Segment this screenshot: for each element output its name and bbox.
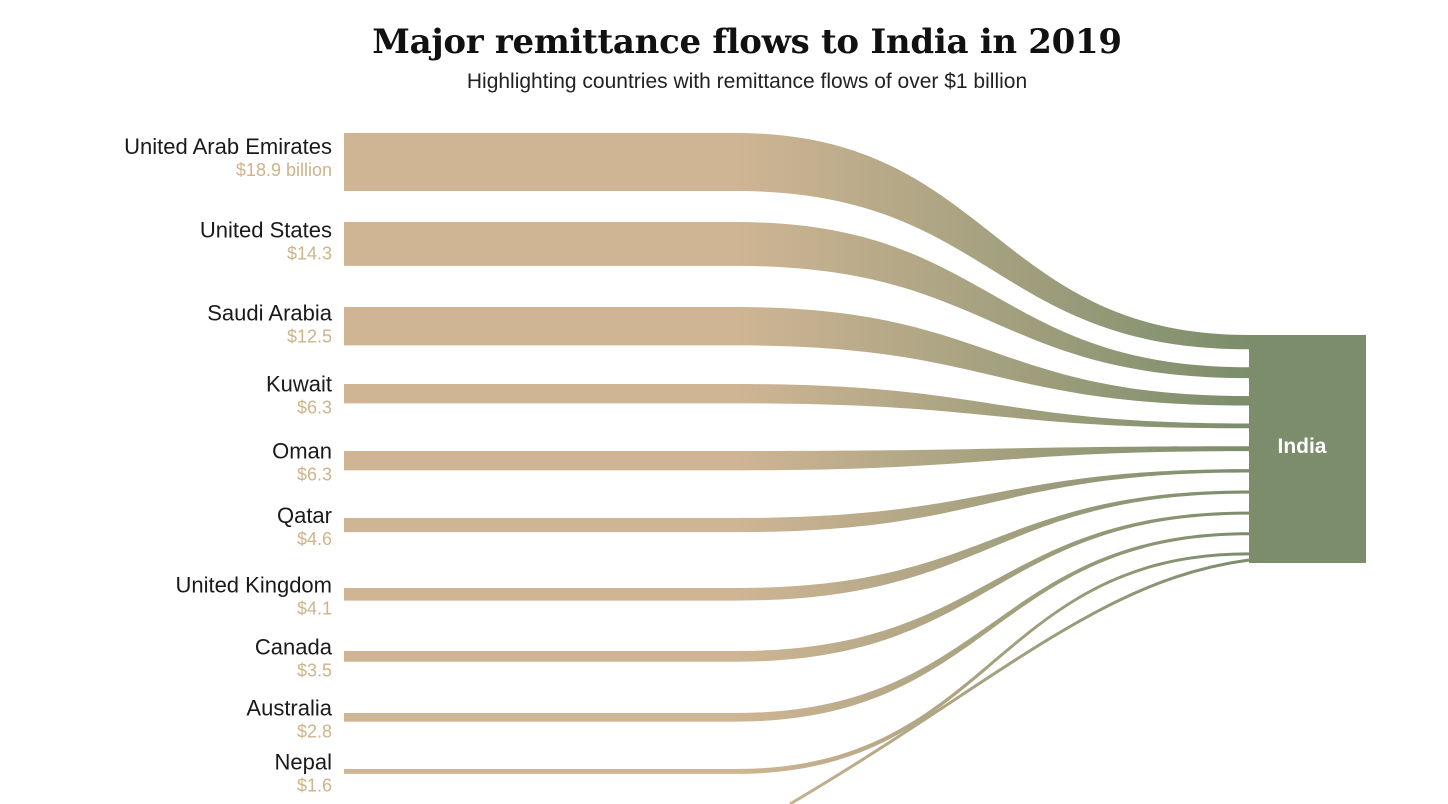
flow-group [344, 133, 1250, 804]
source-name-label: Kuwait [266, 372, 332, 397]
source-value-label: $2.8 [297, 721, 332, 741]
flow-qatar[interactable] [344, 469, 1249, 533]
source-value-label: $18.9 billion [236, 160, 332, 180]
source-value-label: $14.3 [287, 244, 332, 264]
source-name-label: Qatar [277, 503, 332, 528]
flow-saudi-arabia[interactable] [344, 307, 1249, 406]
source-name-label: United States [200, 218, 332, 243]
source-value-label: $1.6 [297, 775, 332, 795]
source-value-label: $12.5 [287, 326, 332, 346]
flow-australia[interactable] [344, 532, 1249, 722]
source-label-group: United Arab Emirates$18.9 billion United … [124, 134, 333, 795]
source-name-label: Australia [246, 695, 332, 720]
source-name-label: Nepal [275, 749, 332, 774]
source-name-label: Canada [255, 634, 333, 659]
chart-title: Major remittance flows to India in 2019 [372, 22, 1122, 62]
source-name-label: Saudi Arabia [207, 300, 333, 325]
source-name-label: United Kingdom [175, 572, 332, 597]
flow-nepal[interactable] [344, 552, 1249, 774]
source-value-label: $6.3 [297, 398, 332, 418]
chart-subtitle: Highlighting countries with remittance f… [466, 70, 1028, 93]
source-value-label: $3.5 [297, 660, 332, 680]
target-node-india[interactable] [1249, 335, 1366, 563]
flow-kuwait[interactable] [344, 384, 1249, 429]
flow-united-states[interactable] [344, 222, 1249, 379]
flow-united-kingdom[interactable] [344, 490, 1249, 601]
flow-cropped [789, 558, 1250, 804]
source-value-label: $6.3 [297, 465, 332, 485]
source-name-label: Oman [272, 439, 332, 464]
source-value-label: $4.6 [297, 529, 332, 549]
source-value-label: $4.1 [297, 598, 332, 618]
target-node-label: India [1277, 435, 1326, 458]
flow-united-arab-emirates[interactable] [344, 133, 1249, 350]
flow-oman[interactable] [344, 446, 1249, 471]
source-name-label: United Arab Emirates [124, 134, 332, 159]
